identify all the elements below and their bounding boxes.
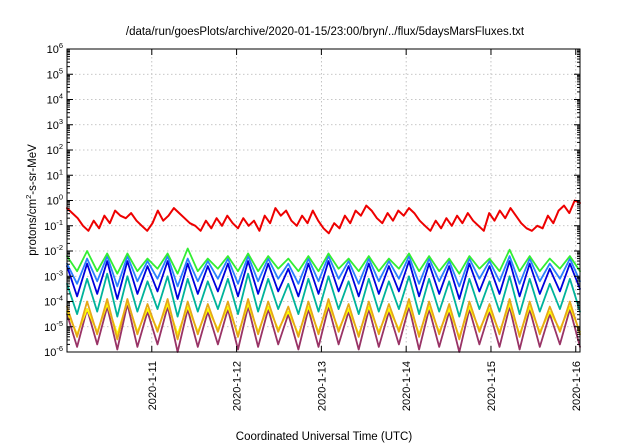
y-tick-label: 10-2 [44,243,63,258]
y-tick-base: 10 [44,221,56,233]
y-tick-label: 10-5 [44,319,63,334]
y-tick-label: 105 [47,66,63,81]
y-axis-label-base: protons/cm [27,199,39,256]
y-tick-label: 10-1 [44,218,63,233]
y-tick-base: 10 [47,69,59,81]
y-tick-label: 10-4 [44,294,63,309]
y-tick-exponent: -3 [56,268,63,277]
y-tick-exponent: 5 [59,66,63,75]
y-tick-base: 10 [44,347,56,359]
y-tick-base: 10 [44,271,56,283]
y-axis-label-rest: -s-sr-MeV [27,144,39,195]
series-lines [66,199,581,353]
y-tick-exponent: -4 [56,294,63,303]
y-tick-exponent: 3 [59,117,63,126]
y-tick-base: 10 [44,297,56,309]
x-tick-label: 2020-1-13 [316,361,328,411]
x-tick-label: 2020-1-12 [232,361,244,411]
y-tick-exponent: -2 [56,243,63,252]
y-tick-exponent: -5 [56,319,63,328]
y-tick-label: 101 [47,167,63,182]
x-tick-label: 2020-1-14 [401,361,413,411]
x-tick-labels: 2020-1-11 2020-1-12 2020-1-13 2020-1-14 2020… [147,361,583,411]
y-tick-exponent: 1 [59,167,63,176]
x-tick-label: 2020-1-16 [571,361,583,411]
y-tick-exponent: 0 [59,193,63,202]
y-tick-exponent: 2 [59,142,63,151]
grid-lines [67,49,580,352]
y-tick-label: 102 [47,142,63,157]
y-tick-base: 10 [44,322,56,334]
series-line-6 [66,255,581,288]
y-axis-label: protons/cm2-s-sr-MeV [24,144,39,256]
x-tick-label: 2020-1-11 [147,361,159,410]
axis-ticks [67,48,580,353]
y-tick-label: 106 [47,41,63,56]
chart-title: /data/run/goesPlots/archive/2020-01-15/2… [126,26,525,38]
y-tick-labels: 10610510410310210110010-110-210-310-410-… [44,41,63,359]
y-tick-base: 10 [44,246,56,258]
x-tick-label: 2020-1-15 [486,361,498,411]
y-tick-base: 10 [47,145,59,157]
series-line-1 [66,303,581,353]
series-line-8 [66,199,581,235]
y-tick-label: 100 [47,193,63,208]
series-line-7 [66,247,581,275]
y-tick-base: 10 [47,95,59,107]
series-line-4 [66,272,581,318]
y-tick-label: 10-3 [44,268,63,283]
y-tick-exponent: 6 [59,41,63,50]
y-tick-base: 10 [47,44,59,56]
y-tick-label: 10-6 [44,344,63,359]
y-tick-base: 10 [47,170,59,182]
y-tick-exponent: -1 [56,218,63,227]
series-line-3 [66,298,581,341]
y-tick-exponent: 4 [59,92,63,101]
y-tick-base: 10 [47,196,59,208]
series-line-5 [66,260,581,300]
x-axis-label: Coordinated Universal Time (UTC) [236,431,413,443]
y-axis-label-sup: 2 [24,195,33,199]
y-tick-label: 103 [47,117,63,132]
y-tick-label: 104 [47,92,63,107]
y-tick-exponent: -6 [56,344,63,353]
y-tick-base: 10 [47,120,59,132]
